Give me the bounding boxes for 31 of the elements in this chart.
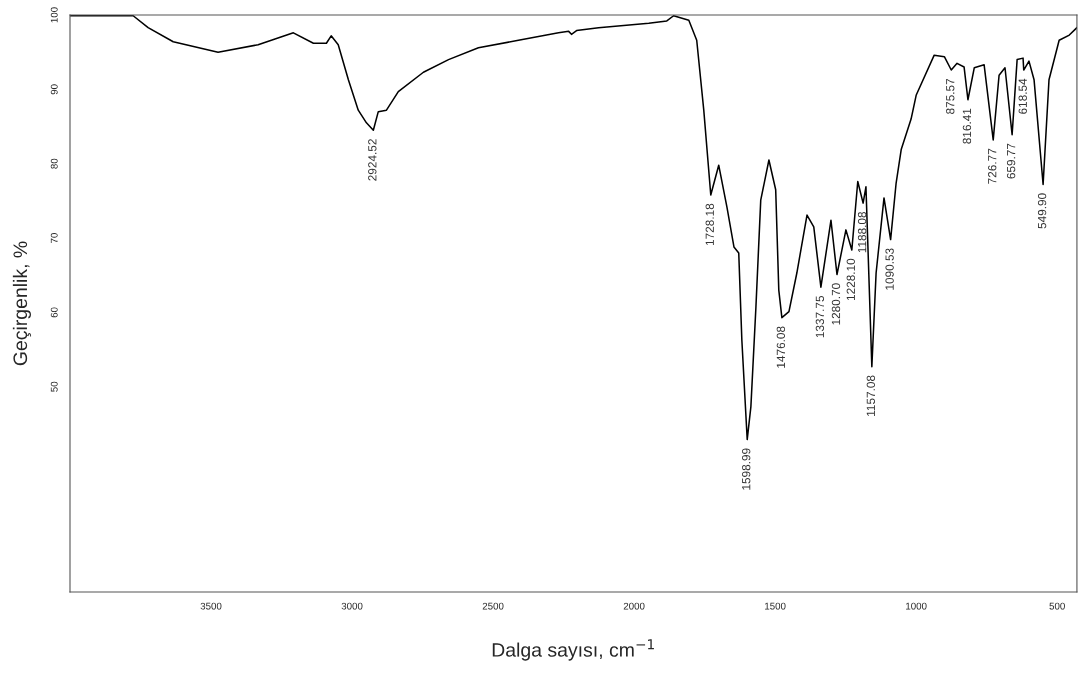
- y-axis-title: Geçirgenlik, %: [12, 241, 32, 366]
- y-tick-label: 90: [50, 84, 58, 95]
- x-axis-title: Dalga sayısı, cm$^{−1}$: [492, 639, 654, 661]
- annotation: 2924.52: [368, 139, 377, 181]
- annotation: 1476.08: [776, 326, 786, 368]
- x-tick-label: 500: [1049, 602, 1065, 610]
- annotation: 1337.75: [815, 295, 825, 338]
- annotation: 618.54: [1018, 78, 1027, 114]
- x-tick-label: 2500: [482, 602, 504, 610]
- x-tick-label: 2000: [623, 602, 645, 610]
- annotation: 1157.08: [866, 375, 876, 416]
- annotation: 549.90: [1037, 193, 1047, 229]
- y-tick-label: 70: [50, 233, 58, 243]
- y-tick-label: 50: [50, 381, 58, 392]
- annotation: 875.57: [946, 78, 955, 114]
- x-tick-label: 3500: [200, 602, 222, 610]
- annotation: 726.77: [988, 148, 997, 184]
- annotation: 1280.70: [831, 283, 841, 325]
- annotation: 1090.53: [885, 248, 894, 290]
- annotation: 659.77: [1006, 143, 1016, 179]
- annotation: 1598.99: [742, 448, 751, 490]
- x-tick-label: 1000: [906, 602, 927, 610]
- y-tick-label: 100: [50, 7, 58, 23]
- y-tick-label: 60: [50, 307, 58, 318]
- x-tick-label: 1500: [765, 602, 786, 610]
- annotation: 816.41: [962, 108, 972, 144]
- x-tick-label: 3000: [341, 602, 363, 610]
- annotation: 1188.08: [857, 211, 867, 253]
- annotation: 1728.18: [705, 203, 714, 246]
- y-tick-label: 80: [50, 158, 58, 169]
- annotation: 1228.10: [846, 258, 855, 301]
